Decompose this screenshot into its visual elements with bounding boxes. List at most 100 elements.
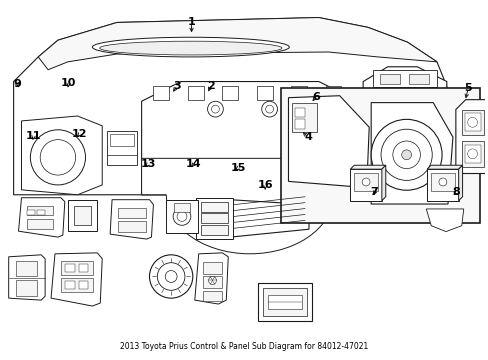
Polygon shape (458, 165, 462, 201)
Text: 2: 2 (206, 81, 214, 91)
Bar (295, 108, 305, 117)
Bar (202, 276, 222, 288)
Bar (430, 173, 454, 191)
Bar (16, 261, 37, 276)
Polygon shape (14, 18, 446, 195)
Text: 9: 9 (13, 79, 21, 89)
Bar (118, 208, 145, 219)
Polygon shape (381, 165, 385, 201)
Circle shape (211, 105, 219, 113)
Text: 15: 15 (230, 163, 246, 172)
Bar (202, 262, 222, 274)
Circle shape (362, 178, 369, 186)
Text: 4: 4 (304, 132, 311, 143)
Ellipse shape (92, 37, 289, 57)
Bar (27, 219, 53, 229)
Circle shape (265, 105, 273, 113)
Polygon shape (230, 200, 308, 237)
Polygon shape (38, 18, 436, 70)
Circle shape (149, 255, 192, 298)
Bar (27, 206, 53, 215)
Polygon shape (349, 165, 385, 169)
Polygon shape (110, 200, 153, 239)
Bar (37, 210, 45, 215)
Bar (200, 202, 228, 212)
Polygon shape (455, 100, 488, 174)
Bar (200, 225, 228, 235)
Bar (68, 200, 97, 231)
Bar (110, 134, 133, 145)
Polygon shape (9, 255, 45, 300)
Text: 14: 14 (186, 159, 202, 169)
Bar (222, 86, 238, 100)
Bar (79, 264, 88, 271)
Bar (74, 206, 91, 225)
Circle shape (392, 141, 420, 168)
Bar (292, 103, 316, 132)
Circle shape (261, 101, 277, 117)
Text: 5: 5 (464, 83, 471, 93)
Text: 10: 10 (61, 77, 76, 87)
Circle shape (157, 263, 184, 290)
Bar (200, 213, 228, 223)
Bar (461, 109, 484, 135)
Bar (61, 261, 93, 275)
Polygon shape (363, 67, 446, 195)
Circle shape (208, 276, 216, 284)
Text: 7: 7 (370, 188, 378, 197)
Circle shape (165, 271, 177, 282)
Circle shape (30, 130, 85, 185)
Circle shape (401, 150, 411, 160)
Text: 11: 11 (26, 131, 41, 141)
Polygon shape (349, 169, 381, 201)
Circle shape (207, 101, 223, 117)
Bar (464, 113, 481, 131)
Bar (295, 120, 305, 129)
Bar (267, 295, 302, 309)
Bar (425, 96, 437, 141)
Bar (464, 145, 481, 163)
Bar (79, 282, 88, 289)
Bar (118, 221, 145, 232)
Circle shape (177, 212, 186, 221)
Bar (280, 88, 479, 222)
Bar (65, 282, 75, 289)
Bar (256, 86, 272, 100)
Bar (257, 283, 311, 321)
Text: 8: 8 (451, 188, 459, 197)
Bar (107, 131, 137, 165)
Bar (461, 141, 484, 167)
Polygon shape (426, 165, 462, 169)
Bar (291, 86, 306, 100)
Polygon shape (194, 253, 228, 304)
Bar (408, 74, 428, 84)
Bar (61, 278, 93, 292)
Bar (174, 203, 189, 212)
Circle shape (40, 140, 76, 175)
Polygon shape (142, 158, 358, 254)
Circle shape (438, 178, 446, 186)
Bar (372, 96, 384, 141)
Circle shape (467, 149, 477, 159)
Text: 1: 1 (187, 17, 195, 27)
Circle shape (370, 120, 441, 190)
Polygon shape (370, 103, 452, 204)
Polygon shape (426, 209, 463, 231)
Ellipse shape (100, 41, 282, 55)
Text: 12: 12 (72, 129, 87, 139)
Polygon shape (142, 82, 358, 195)
Bar (65, 264, 75, 271)
Polygon shape (19, 198, 65, 237)
Polygon shape (288, 96, 368, 186)
Text: 3: 3 (173, 81, 181, 91)
Circle shape (380, 129, 431, 180)
Bar (262, 288, 306, 316)
Bar (390, 96, 402, 141)
Bar (372, 70, 436, 87)
Bar (187, 86, 203, 100)
Polygon shape (51, 253, 102, 306)
Bar (202, 291, 222, 301)
Bar (27, 210, 35, 215)
Text: 16: 16 (257, 180, 272, 190)
Circle shape (173, 208, 190, 225)
